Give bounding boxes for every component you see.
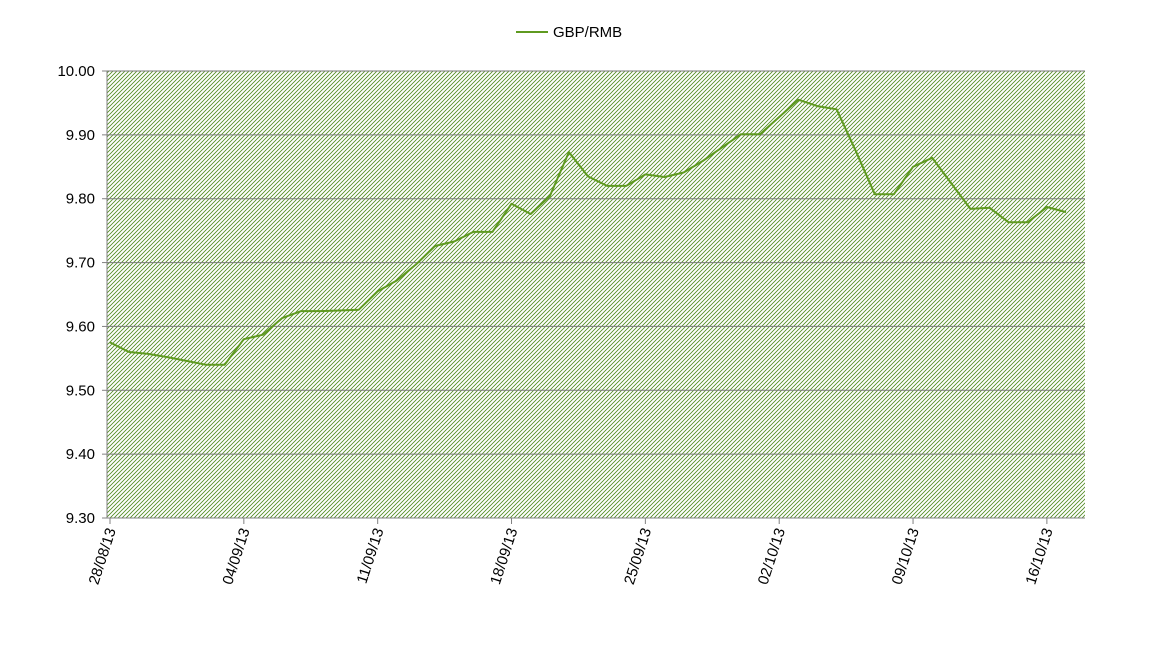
- gridlines: [107, 70, 1085, 519]
- legend-label-gbp-rmb: GBP/RMB: [553, 24, 622, 41]
- x-tick-label: 11/09/13: [354, 526, 388, 586]
- y-tick-label: 9.70: [66, 255, 95, 272]
- y-axis-ticks: 9.30 9.40 9.50 9.60 9.70 9.80 9.90 10.00: [57, 63, 107, 527]
- x-tick-label: 16/10/13: [1022, 526, 1056, 587]
- y-tick-label: 9.80: [66, 191, 95, 208]
- x-tick-label: 09/10/13: [889, 526, 923, 587]
- x-tick-label: 04/09/13: [219, 526, 253, 587]
- axes: [106, 71, 1085, 519]
- x-tick-label: 25/09/13: [621, 526, 655, 587]
- y-tick-label: 9.40: [66, 446, 95, 463]
- x-tick-label: 18/09/13: [487, 526, 521, 587]
- y-tick-label: 9.30: [66, 510, 95, 527]
- y-tick-label: 10.00: [57, 63, 95, 80]
- x-axis-ticks: 28/08/13 04/09/13 11/09/13 18/09/13 25/09/13…: [86, 518, 1057, 587]
- y-tick-label: 9.90: [66, 127, 95, 144]
- y-tick-label: 9.60: [66, 318, 95, 335]
- plot-area: [107, 71, 1085, 518]
- x-tick-label: 28/08/13: [86, 526, 120, 587]
- series-layer: [109, 98, 1067, 366]
- y-tick-label: 9.50: [66, 382, 95, 399]
- legend: GBP/RMB: [516, 24, 622, 41]
- x-tick-label: 02/10/13: [755, 526, 789, 587]
- series-line-gbp-rmb: [109, 98, 1067, 366]
